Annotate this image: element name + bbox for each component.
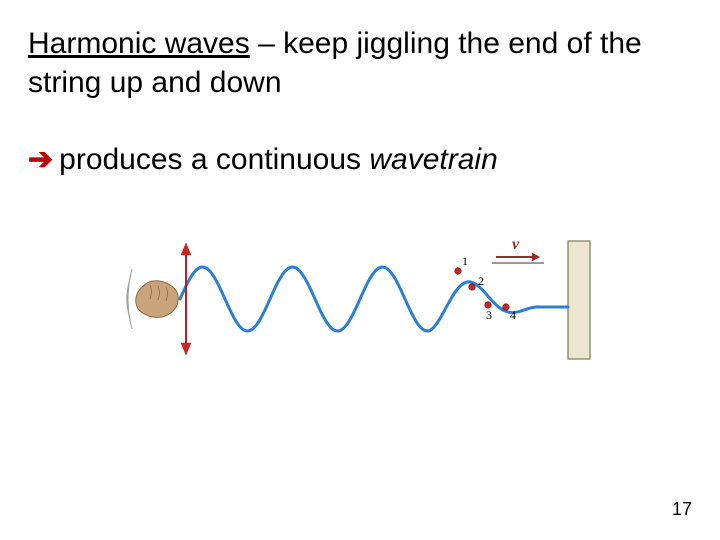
wave-point-label: 4 [510, 308, 516, 322]
slide: Harmonic waves – keep jiggling the end o… [0, 0, 720, 540]
wave-point-label: 1 [462, 254, 468, 268]
page-number: 17 [672, 499, 692, 520]
arrow-icon: ➔ [28, 143, 53, 176]
wave-point [469, 284, 475, 290]
wave-figure: v 12 3 4 [120, 219, 600, 379]
lead-text: produces a continuous [59, 143, 369, 176]
title: Harmonic waves – keep jiggling the end o… [28, 24, 692, 102]
lead-italic: wavetrain [369, 143, 497, 176]
wave-svg: v 12 3 4 [120, 219, 600, 379]
hand-icon [136, 281, 179, 318]
wall [568, 241, 590, 359]
title-underlined: Harmonic waves [28, 27, 250, 60]
wave-point [455, 268, 461, 274]
velocity-arrow-head [532, 253, 540, 262]
wave-point-label: 3 [486, 308, 492, 322]
lead-line: ➔produces a continuous wavetrain [28, 140, 692, 179]
vertical-arrow-head-up [181, 243, 191, 255]
velocity-label: v [512, 236, 520, 253]
wave-point-label: 2 [478, 274, 484, 288]
vertical-arrow-head-down [181, 343, 191, 355]
wave-point [503, 304, 509, 310]
